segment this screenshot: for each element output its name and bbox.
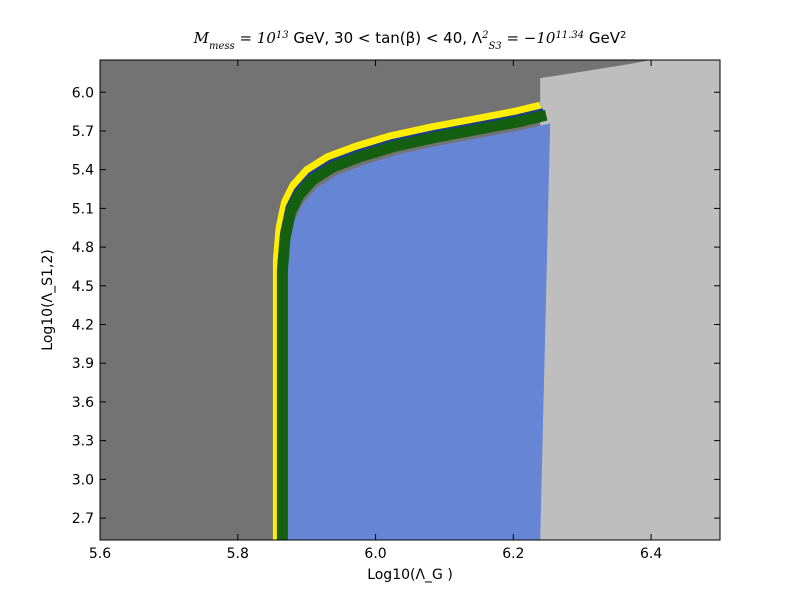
- allowed-region: [286, 123, 551, 540]
- x-axis-label: Log10(Λ_G ): [367, 567, 453, 583]
- y-tick-label: 3.3: [72, 434, 94, 450]
- x-tick-label: 6.4: [640, 546, 662, 562]
- y-tick-label: 3.6: [72, 395, 94, 411]
- excluded-right-region: [540, 60, 720, 540]
- y-tick-label: 5.4: [72, 163, 94, 179]
- y-tick-label: 5.1: [72, 201, 94, 217]
- y-tick-label: 3.9: [72, 356, 94, 372]
- y-tick-label: 4.2: [72, 318, 94, 334]
- ticks: 5.6 5.8 6.0 6.2 6.4 2.7 3.0 3.3 3.6 3.9 4.2 4.5 4.8 5…: [72, 60, 720, 562]
- x-tick-label: 6.0: [364, 546, 386, 562]
- yellow-band: [272, 101, 542, 540]
- x-tick-label: 5.6: [89, 546, 111, 562]
- chart-title: Mmess = 1013 GeV, 30 < tan(β) < 40, Λ2S3…: [193, 29, 627, 52]
- y-tick-label: 4.5: [72, 279, 94, 295]
- y-tick-label: 6.0: [72, 85, 94, 101]
- axes-frame: [99, 59, 721, 541]
- x-tick-label: 6.2: [502, 546, 524, 562]
- y-tick-label: 2.7: [72, 511, 94, 527]
- y-tick-label: 5.7: [72, 124, 94, 140]
- y-tick-label: 4.8: [72, 240, 94, 256]
- y-axis-label: Log10(Λ_S1,2): [40, 249, 56, 350]
- green-band: [276, 109, 548, 540]
- x-tick-label: 5.8: [227, 546, 249, 562]
- plot-area: [100, 60, 720, 540]
- y-tick-label: 3.0: [72, 472, 94, 488]
